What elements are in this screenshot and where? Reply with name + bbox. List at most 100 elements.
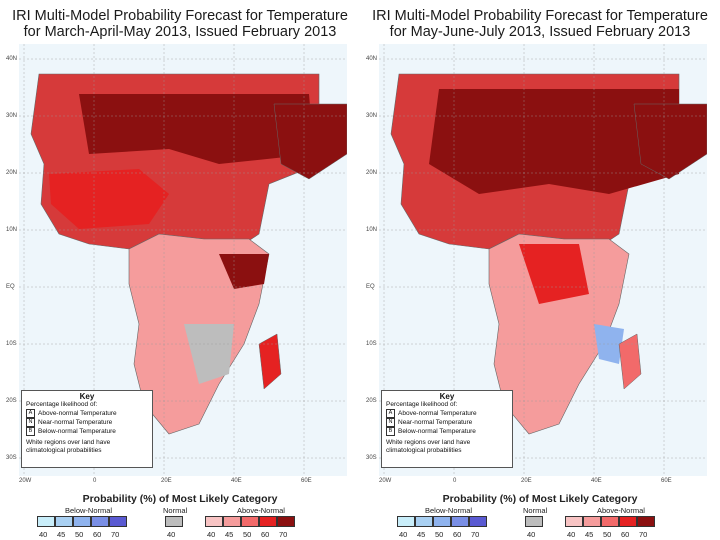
forecast-map[interactable] [379,44,707,476]
scale-tick-label: 60 [621,530,630,539]
below-normal-label: Below-Normal [65,506,113,515]
lat-label: 10N [366,227,378,233]
lon-label: 20W [19,478,32,484]
probability-scale: Below-Normal Normal Above-Normal 40 45 50 6… [397,506,697,540]
above-normal-label: Above-Normal [597,506,645,515]
scale-tick-label: 60 [93,530,102,539]
panel-title: IRI Multi-Model Probability Forecast for… [365,8,715,40]
key-row: A Above-normal Temperature [26,409,148,418]
key-title: Key [439,392,455,401]
scale-tick-label: 40 [39,530,48,539]
lon-label: 20W [379,478,392,484]
scale-tick-label: 70 [471,530,480,539]
scale-tick-label: 45 [585,530,594,539]
above-normal-swatch [241,516,259,527]
map-key: Key Percentage likelihood of: A Above-nor… [381,390,513,468]
above-normal-swatch [277,516,295,527]
lat-label: 20N [366,170,378,176]
title-line-1: IRI Multi-Model Probability Forecast for… [372,8,708,24]
arabia-region [273,103,347,180]
key-label: Below-normal Temperature [38,427,116,435]
key-label: Above-normal Temperature [38,409,117,417]
lat-label: 30S [6,455,17,461]
scale-tick-label: 60 [261,530,270,539]
scale-title: Probability (%) of Most Likely Category [82,493,278,505]
lat-label: 20N [6,170,18,176]
key-row: B Below-normal Temperature [26,427,148,436]
below-normal-region [594,324,624,364]
key-label: Above-normal Temperature [398,409,477,417]
title-line-2: for May-June-July 2013, Issued February … [389,24,691,40]
below-normal-swatch [433,516,451,527]
scale-tick-label: 50 [75,530,84,539]
scale-tick-label: 50 [435,530,444,539]
lat-label: EQ [6,284,15,290]
above-normal-swatch [565,516,583,527]
lon-label: 40E [591,478,602,484]
key-label: Near-normal Temperature [38,418,113,426]
strong-above-region [429,89,679,194]
below-normal-swatch [415,516,433,527]
above-normal-swatch [259,516,277,527]
above-normal-swatch [619,516,637,527]
map-key: Key Percentage likelihood of: A Above-nor… [21,390,153,468]
lat-label: 40N [366,56,378,62]
below-normal-swatch [109,516,127,527]
key-letter: A [26,409,35,418]
key-row: B Below-normal Temperature [386,427,508,436]
key-row: N Near-normal Temperature [26,418,148,427]
scale-tick-label: 45 [225,530,234,539]
scale-tick-label: 70 [279,530,288,539]
key-letter: A [386,409,395,418]
scale-tick-label: 40 [567,530,576,539]
lon-label: 20E [521,478,532,484]
scale-tick-label: 45 [417,530,426,539]
key-row: N Near-normal Temperature [386,418,508,427]
key-letter: N [26,418,35,427]
panel-title: IRI Multi-Model Probability Forecast for… [5,8,355,40]
probability-scale: Below-Normal Normal Above-Normal 40 45 50 6… [37,506,337,540]
normal-swatch [525,516,543,527]
key-label: Near-normal Temperature [398,418,473,426]
below-normal-swatch [397,516,415,527]
lat-label: 10N [6,227,18,233]
lat-label: 30N [366,113,378,119]
scale-tick-label: 40 [527,530,536,539]
arabia-region [633,103,707,180]
lat-label: 10S [6,341,17,347]
above-normal-label: Above-Normal [237,506,285,515]
madagascar [618,333,642,390]
scale-tick-label: 40 [399,530,408,539]
above-normal-swatch [223,516,241,527]
scale-tick-label: 45 [57,530,66,539]
lat-label: 20S [6,398,17,404]
below-normal-swatch [91,516,109,527]
scale-tick-label: 40 [167,530,176,539]
title-line-2: for March-April-May 2013, Issued Februar… [23,24,337,40]
lon-label: 0 [93,478,97,484]
above-normal-swatch [583,516,601,527]
sahel-region [49,169,169,229]
key-note: White regions over land have climatologi… [386,439,471,454]
strong-above-region [79,94,314,164]
below-normal-swatch [55,516,73,527]
below-normal-swatch [37,516,55,527]
above-normal-swatch [601,516,619,527]
normal-label: Normal [523,506,548,515]
lon-label: 60E [661,478,672,484]
forecast-panel-mjj: IRI Multi-Model Probability Forecast for… [365,0,715,540]
normal-label: Normal [163,506,188,515]
lat-label: EQ [366,284,375,290]
key-intro: Percentage likelihood of: [26,401,98,408]
above-normal-swatch [637,516,655,527]
key-label: Below-normal Temperature [398,427,476,435]
madagascar [258,333,282,390]
lat-label: 10S [366,341,377,347]
key-intro: Percentage likelihood of: [386,401,458,408]
lat-label: 30S [366,455,377,461]
title-line-1: IRI Multi-Model Probability Forecast for… [12,8,348,24]
key-letter: B [26,427,35,436]
above-normal-swatch [205,516,223,527]
below-normal-swatch [451,516,469,527]
key-note: White regions over land have climatologi… [26,439,111,454]
